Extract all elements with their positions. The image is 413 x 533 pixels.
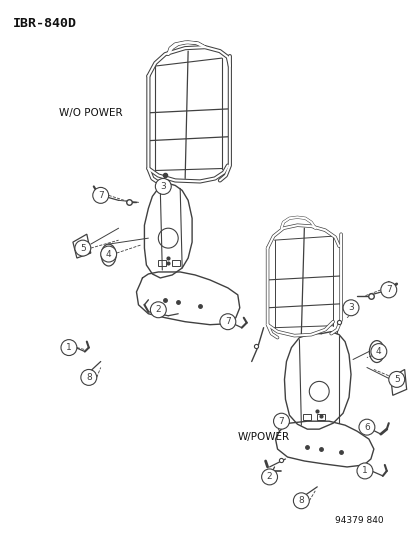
- Circle shape: [81, 369, 97, 385]
- Bar: [158, 260, 166, 266]
- Text: 8: 8: [298, 496, 304, 505]
- Circle shape: [358, 419, 374, 435]
- Bar: [303, 414, 311, 420]
- Text: 5: 5: [80, 244, 85, 253]
- Text: 5: 5: [393, 375, 399, 384]
- Text: 2: 2: [155, 305, 161, 314]
- Text: W/O POWER: W/O POWER: [59, 108, 122, 118]
- Text: 4: 4: [375, 347, 381, 356]
- Circle shape: [219, 314, 235, 330]
- Text: 1: 1: [66, 343, 71, 352]
- Bar: [316, 414, 325, 420]
- Text: 94379 840: 94379 840: [335, 515, 383, 524]
- Circle shape: [261, 469, 277, 485]
- Circle shape: [342, 300, 358, 316]
- Circle shape: [293, 493, 309, 508]
- Text: 6: 6: [363, 423, 369, 432]
- Bar: [172, 260, 180, 266]
- Circle shape: [100, 246, 116, 262]
- Text: 1: 1: [361, 466, 367, 475]
- Text: 4: 4: [106, 249, 111, 259]
- Circle shape: [370, 344, 386, 360]
- Circle shape: [150, 302, 166, 318]
- Text: 7: 7: [97, 191, 103, 200]
- Text: W/POWER: W/POWER: [237, 432, 289, 442]
- Text: 8: 8: [86, 373, 91, 382]
- Circle shape: [380, 282, 396, 298]
- Circle shape: [356, 463, 372, 479]
- Text: 7: 7: [385, 285, 391, 294]
- Text: 7: 7: [278, 417, 284, 426]
- Circle shape: [155, 179, 171, 195]
- Circle shape: [388, 372, 404, 387]
- Text: 3: 3: [347, 303, 353, 312]
- Text: 2: 2: [266, 472, 272, 481]
- Text: 7: 7: [224, 317, 230, 326]
- Circle shape: [273, 413, 289, 429]
- Circle shape: [93, 188, 108, 203]
- Circle shape: [75, 240, 90, 256]
- Text: IBR-840D: IBR-840D: [13, 17, 77, 30]
- Circle shape: [61, 340, 77, 356]
- Text: 3: 3: [160, 182, 166, 191]
